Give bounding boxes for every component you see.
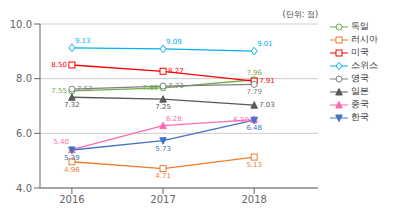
svg-text:7.73: 7.73 (168, 82, 184, 90)
html-text:미국: 미국 (351, 47, 369, 57)
svg-text:7.03: 7.03 (259, 101, 275, 109)
svg-text:2017: 2017 (150, 194, 175, 205)
svg-text:5.39: 5.39 (64, 154, 80, 162)
svg-text:9.09: 9.09 (166, 38, 182, 46)
svg-text:9.13: 9.13 (75, 37, 91, 45)
svg-text:6.50: 6.50 (234, 116, 250, 124)
svg-text:7.66: 7.66 (142, 84, 158, 92)
svg-text:7.32: 7.32 (64, 101, 80, 109)
svg-text:8.50: 8.50 (51, 61, 67, 69)
html-text:일본: 일본 (351, 86, 369, 96)
html-text:러시아: 러시아 (351, 34, 378, 44)
svg-text:6.48: 6.48 (246, 124, 262, 132)
html-text:한국: 한국 (351, 112, 369, 122)
svg-text:10.0: 10.0 (10, 19, 32, 30)
html-text:중국: 중국 (351, 99, 369, 109)
svg-text:7.91: 7.91 (259, 77, 275, 85)
html-text:(단위: 점): (단위: 점) (282, 10, 318, 19)
svg-text:8.0: 8.0 (16, 73, 32, 84)
svg-text:7.79: 7.79 (246, 88, 262, 96)
html-text:독일: 독일 (351, 21, 369, 31)
svg-text:7.62: 7.62 (77, 85, 93, 93)
svg-text:4.71: 4.71 (155, 172, 171, 180)
svg-text:7.25: 7.25 (155, 103, 171, 111)
svg-text:7.55: 7.55 (51, 87, 67, 95)
html-text:영국: 영국 (351, 73, 369, 83)
svg-text:7.96: 7.96 (246, 69, 262, 77)
svg-text:4.0: 4.0 (16, 183, 32, 194)
svg-text:9.01: 9.01 (257, 40, 273, 48)
svg-text:4.96: 4.96 (64, 166, 80, 174)
svg-text:5.13: 5.13 (246, 161, 262, 169)
svg-text:5.40: 5.40 (53, 138, 69, 146)
html-text:스위스: 스위스 (351, 60, 378, 70)
svg-text:5.73: 5.73 (155, 145, 171, 153)
svg-text:2018: 2018 (241, 194, 266, 205)
svg-text:8.27: 8.27 (168, 67, 184, 75)
svg-text:6.0: 6.0 (16, 128, 32, 139)
svg-text:2016: 2016 (59, 194, 84, 205)
svg-text:6.28: 6.28 (166, 115, 182, 123)
